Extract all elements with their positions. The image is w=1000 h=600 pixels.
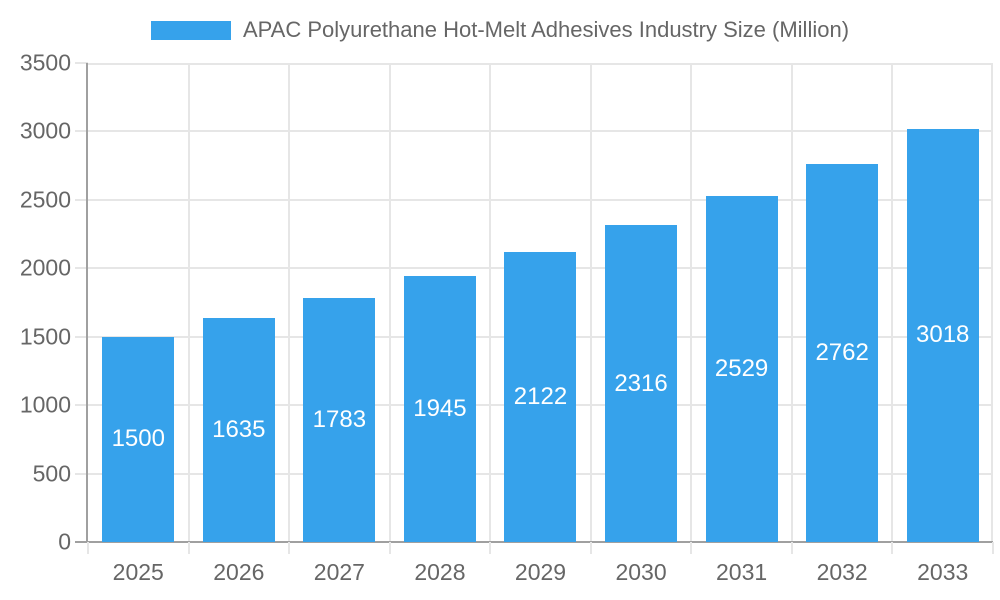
bar[interactable]: 2529 <box>705 195 778 542</box>
y-axis-tick-label: 1000 <box>19 391 71 418</box>
bar-slot: 1635 <box>189 63 290 542</box>
x-axis-tick-label: 2026 <box>213 559 265 585</box>
y-axis-tick-label: 0 <box>58 528 71 555</box>
x-axis-tick-mark <box>790 542 793 554</box>
bar-value-label: 1500 <box>111 425 165 453</box>
bar-value-label: 2529 <box>714 354 769 382</box>
bar-slot: 2529 <box>691 63 792 542</box>
bar[interactable]: 1945 <box>403 275 476 542</box>
legend: APAC Polyurethane Hot-Melt Adhesives Ind… <box>0 17 1000 43</box>
y-axis-tick-mark <box>75 335 88 338</box>
bar-value-label: 1635 <box>212 416 266 444</box>
y-axis-tick-mark <box>75 198 88 201</box>
x-axis-tick-label: 2032 <box>816 559 868 585</box>
horizontal-gridline <box>88 63 993 65</box>
bar-slot: 1500 <box>88 63 189 542</box>
vertical-gridline <box>891 63 894 542</box>
x-axis-tick-mark <box>489 542 492 554</box>
bar[interactable]: 2316 <box>605 225 678 542</box>
y-axis-tick-label: 3000 <box>19 117 71 144</box>
y-axis-tick-mark <box>75 62 88 64</box>
vertical-gridline <box>489 63 492 542</box>
x-axis-tick-mark <box>87 542 89 554</box>
bar-value-label: 2316 <box>614 369 668 397</box>
x-axis-tick-mark <box>388 542 391 554</box>
legend-label: APAC Polyurethane Hot-Melt Adhesives Ind… <box>242 17 850 42</box>
plot-area: 1500 1635 1783 1945 2122 2316 2529 2762 3018 <box>88 63 993 542</box>
horizontal-gridline <box>88 198 993 201</box>
x-axis-tick-label: 2031 <box>716 559 768 585</box>
y-axis-tick-label: 2500 <box>19 186 71 213</box>
bar[interactable]: 3018 <box>906 128 979 542</box>
x-axis-tick-mark <box>288 542 291 554</box>
y-axis-tick-mark <box>75 130 88 133</box>
bar-value-label: 1945 <box>413 394 467 422</box>
vertical-gridline <box>187 63 190 542</box>
y-axis: 0 500 1000 1500 2000 2500 3000 3500 <box>0 51 88 553</box>
y-axis-tick-mark <box>75 472 88 475</box>
x-axis-line <box>75 541 993 543</box>
x-axis-tick-mark <box>187 542 190 554</box>
x-axis-tick-mark <box>589 542 592 554</box>
bar-slot: 2122 <box>490 63 591 542</box>
y-axis-line <box>86 63 88 542</box>
x-axis-tick-label: 2028 <box>414 559 466 585</box>
x-axis-tick-label: 2030 <box>615 559 667 585</box>
bar[interactable]: 2762 <box>806 164 879 542</box>
x-axis-tick-mark <box>992 542 994 554</box>
x-axis-tick-label: 2025 <box>112 559 164 585</box>
y-axis-tick-mark <box>75 404 88 407</box>
bar-value-label: 2762 <box>815 339 869 366</box>
y-axis-tick-label: 3500 <box>19 49 71 76</box>
bar[interactable]: 2122 <box>504 251 577 542</box>
bar[interactable]: 1635 <box>202 318 275 542</box>
vertical-gridline <box>790 63 793 542</box>
bar-slot: 1783 <box>289 63 390 542</box>
bar-value-label: 2122 <box>513 382 568 410</box>
y-axis-tick-mark <box>75 267 88 270</box>
vertical-gridline <box>690 63 693 542</box>
vertical-gridline <box>991 63 993 542</box>
legend-item[interactable]: APAC Polyurethane Hot-Melt Adhesives Ind… <box>150 17 850 43</box>
vertical-gridline <box>288 63 291 542</box>
x-axis: 2025 2026 2027 2028 2029 2030 2031 2032 2033 <box>87 542 994 600</box>
y-axis-tick-label: 2000 <box>19 254 71 281</box>
bar-slot: 1945 <box>390 63 491 542</box>
horizontal-gridline <box>88 130 993 133</box>
x-axis-tick-label: 2027 <box>313 559 365 585</box>
x-axis-tick-mark <box>891 542 894 554</box>
x-axis-tick-mark <box>690 542 693 554</box>
bar-slot: 3018 <box>892 63 993 542</box>
bar-value-label: 3018 <box>916 321 970 349</box>
bar-value-label: 1783 <box>312 405 367 433</box>
y-axis-tick-label: 1500 <box>19 323 71 350</box>
x-axis-tick-label: 2029 <box>514 559 567 585</box>
bar[interactable]: 1783 <box>303 297 376 542</box>
legend-swatch-icon <box>150 20 231 40</box>
bar-slot: 2316 <box>591 63 692 542</box>
bar[interactable]: 1500 <box>102 336 175 542</box>
x-axis-tick-label: 2033 <box>917 559 969 585</box>
y-axis-tick-label: 500 <box>32 460 71 487</box>
vertical-gridline <box>589 63 592 542</box>
bar-slot: 2762 <box>792 63 893 542</box>
vertical-gridline <box>388 63 391 542</box>
